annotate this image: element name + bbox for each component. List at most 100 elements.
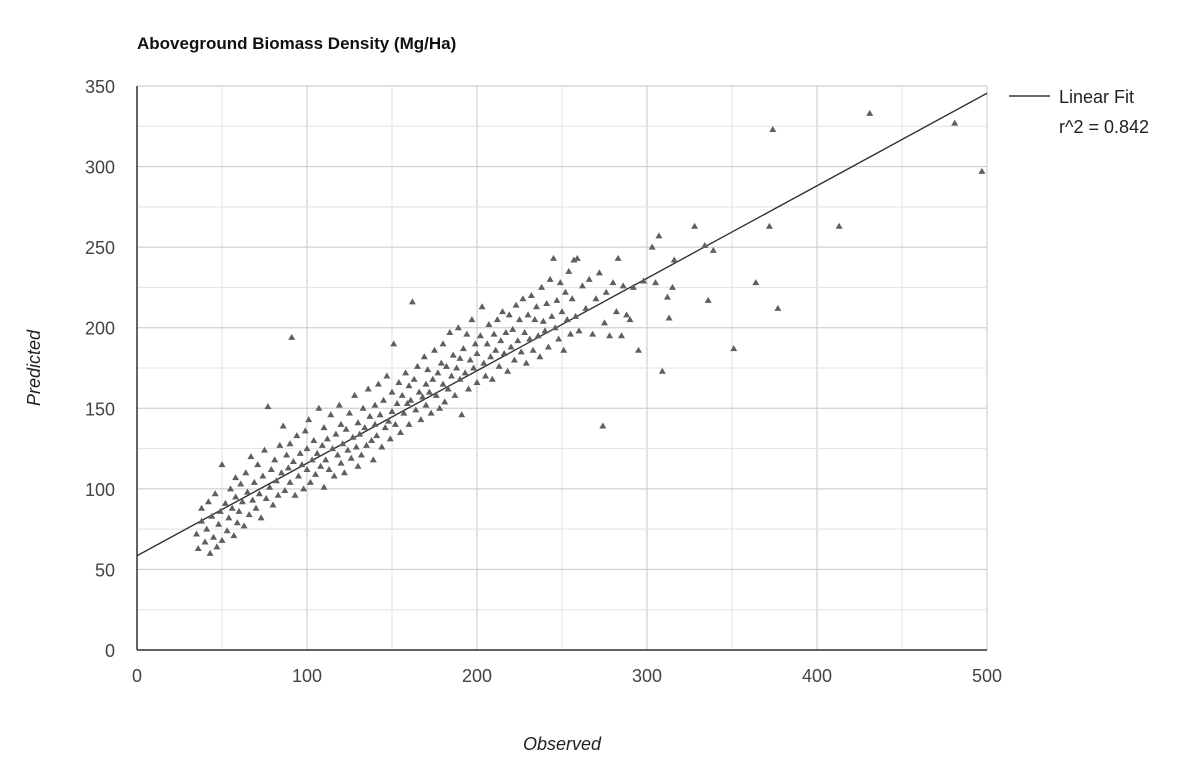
y-axis-label: Predicted (24, 329, 44, 406)
data-point-triangle (468, 316, 476, 323)
data-point-triangle (548, 312, 556, 319)
data-point-triangle (449, 351, 457, 358)
data-point-triangle (670, 256, 678, 263)
data-point-triangle (551, 324, 559, 331)
data-point-triangle (488, 375, 496, 382)
data-point-triangle (363, 441, 370, 448)
data-point-triangle (193, 530, 200, 537)
x-tick-label: 500 (972, 666, 1002, 686)
data-point-triangle (502, 329, 510, 336)
data-point-triangle (238, 498, 246, 505)
data-point-triangle (765, 222, 773, 229)
data-point-triangle (539, 317, 547, 324)
x-tick-label: 100 (292, 666, 322, 686)
data-point-triangle (640, 277, 648, 284)
data-point-triangle (570, 256, 578, 263)
data-point-triangle (388, 388, 396, 395)
data-point-triangle (555, 335, 563, 342)
data-point-triangle (573, 254, 581, 261)
data-point-triangle (359, 404, 367, 411)
data-point-triangle (420, 353, 428, 360)
data-point-triangle (315, 404, 323, 411)
data-point-triangle (213, 543, 221, 550)
x-axis-label: Observed (523, 734, 602, 754)
data-point-triangle (386, 435, 394, 442)
data-point-triangle (432, 391, 440, 398)
data-point-triangle (369, 456, 377, 463)
data-point-triangle (354, 462, 362, 469)
data-point-triangle (395, 379, 403, 386)
data-point-triangle (505, 311, 513, 318)
data-point-triangle (227, 485, 234, 492)
data-point-triangle (451, 391, 459, 398)
legend-label-r2: r^2 = 0.842 (1059, 117, 1149, 137)
data-point-triangle (305, 416, 313, 423)
y-tick-label: 50 (95, 560, 115, 580)
data-point-triangle (339, 440, 347, 447)
data-point-triangle (255, 490, 263, 497)
data-point-triangle (563, 316, 571, 323)
data-point-triangle (281, 486, 289, 493)
data-points (193, 109, 986, 556)
x-tick-label: 0 (132, 666, 142, 686)
data-point-triangle (284, 464, 292, 471)
data-point-triangle (606, 332, 614, 339)
data-point-triangle (550, 254, 557, 261)
data-point-triangle (519, 295, 527, 302)
data-point-triangle (380, 396, 387, 403)
data-point-triangle (267, 466, 275, 473)
data-point-triangle (578, 282, 586, 289)
data-point-triangle (210, 533, 217, 540)
data-point-triangle (473, 349, 481, 356)
data-point-triangle (211, 490, 219, 497)
data-point-triangle (436, 404, 444, 411)
data-point-triangle (261, 446, 268, 453)
data-point-triangle (431, 346, 438, 353)
x-tick-label: 200 (462, 666, 492, 686)
data-point-triangle (400, 409, 408, 416)
data-point-triangle (283, 451, 291, 458)
data-point-triangle (223, 527, 231, 534)
data-point-triangle (225, 514, 233, 521)
data-point-triangle (456, 354, 464, 361)
data-point-triangle (609, 279, 617, 286)
data-point-triangle (480, 359, 488, 366)
data-point-triangle (866, 109, 874, 116)
data-point-triangle (561, 288, 569, 295)
data-point-triangle (476, 332, 484, 339)
data-point-triangle (512, 301, 520, 308)
data-point-triangle (289, 457, 297, 464)
data-point-triangle (201, 538, 209, 545)
data-point-triangle (374, 380, 382, 387)
data-point-triangle (485, 320, 493, 327)
data-point-triangle (612, 308, 620, 315)
data-point-triangle (310, 437, 318, 444)
data-point-triangle (291, 491, 299, 498)
data-point-triangle (352, 443, 360, 450)
y-tick-label: 100 (85, 480, 115, 500)
data-point-triangle (507, 343, 515, 350)
data-point-triangle (752, 279, 760, 286)
data-point-triangle (459, 345, 467, 352)
data-point-triangle (198, 504, 206, 511)
data-point-triangle (665, 314, 673, 321)
data-point-triangle (244, 488, 251, 495)
y-tick-label: 0 (105, 641, 115, 661)
chart-title: Aboveground Biomass Density (Mg/Ha) (137, 34, 457, 53)
data-point-triangle (206, 549, 214, 556)
data-point-triangle (439, 380, 447, 387)
data-point-triangle (230, 532, 238, 539)
data-point-triangle (218, 536, 226, 543)
data-point-triangle (509, 325, 517, 332)
data-point-triangle (266, 483, 274, 490)
data-point-triangle (337, 459, 345, 466)
data-point-triangle (422, 380, 430, 387)
data-point-triangle (296, 449, 304, 456)
data-point-triangle (203, 525, 211, 532)
data-point-triangle (414, 362, 421, 369)
data-point-triangle (215, 520, 223, 527)
data-point-triangle (504, 367, 512, 374)
data-point-triangle (198, 517, 206, 524)
data-point-triangle (340, 469, 348, 476)
